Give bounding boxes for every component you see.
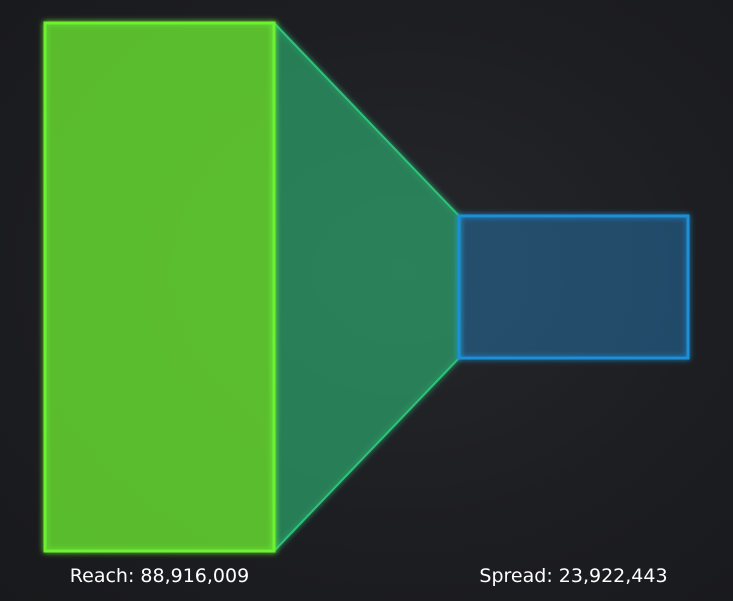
funnel-label-reach: Reach: 88,916,009 bbox=[70, 565, 249, 587]
funnel-stage-spread bbox=[457, 214, 690, 360]
funnel-label-spread: Spread: 23,922,443 bbox=[479, 565, 667, 587]
funnel-stage-reach bbox=[43, 21, 276, 553]
funnel-connector-1 bbox=[273, 22, 460, 552]
